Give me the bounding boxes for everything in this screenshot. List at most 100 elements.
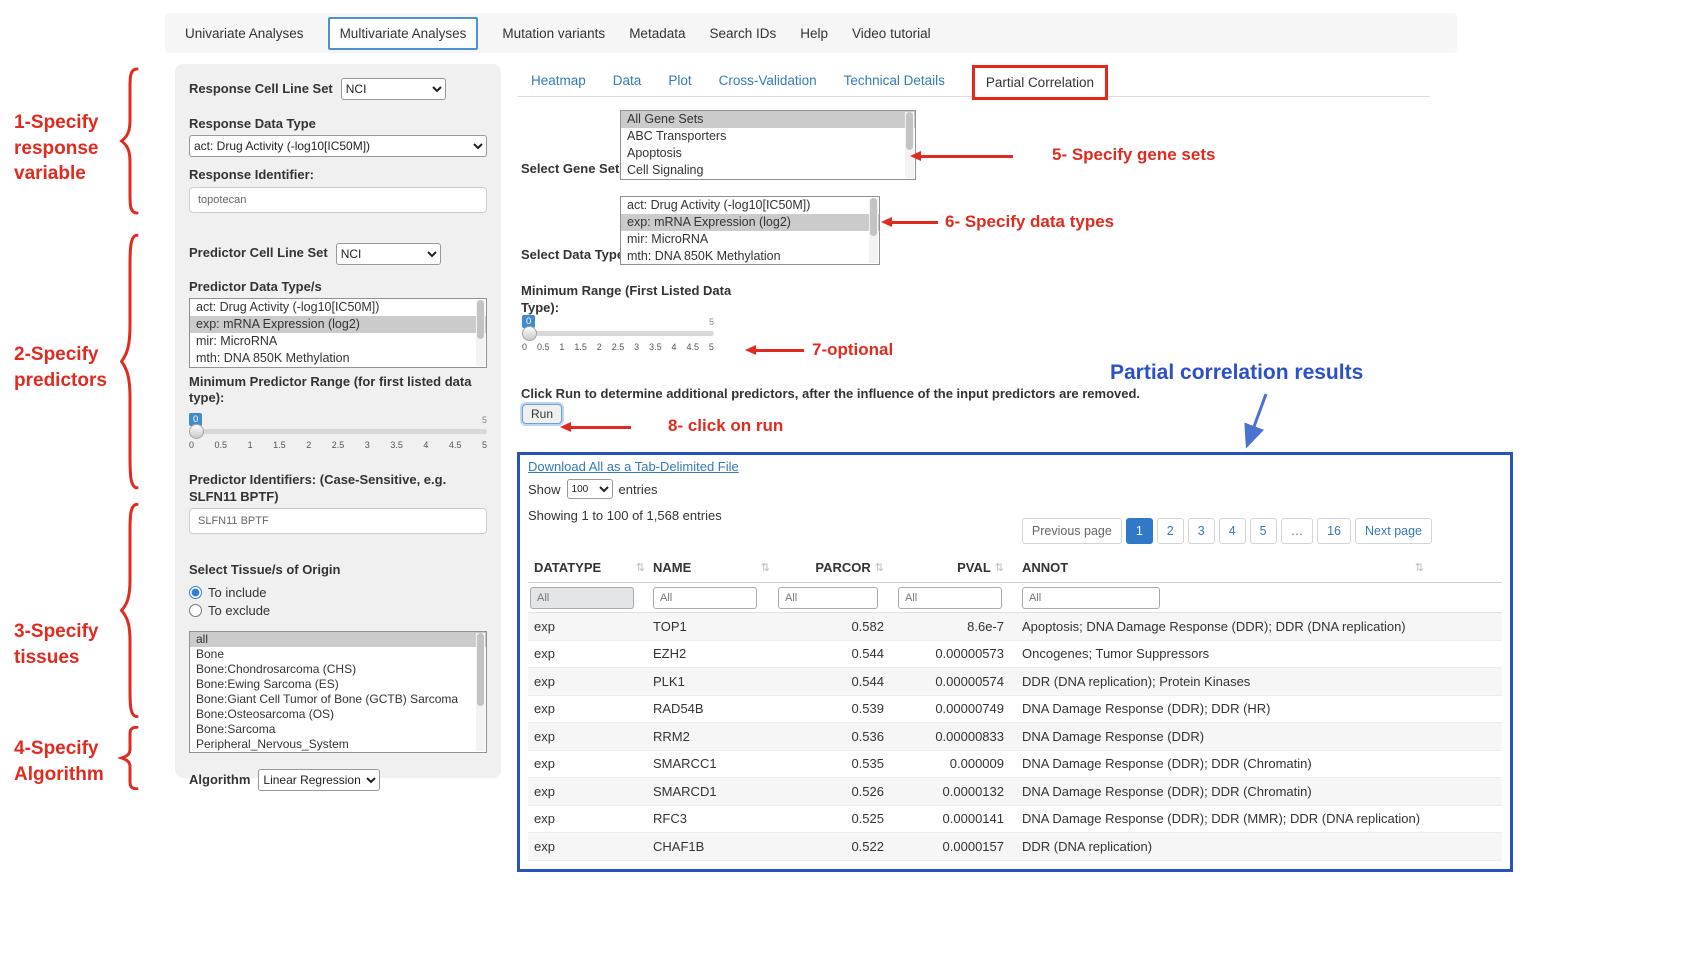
results-callout-arrow	[1244, 393, 1268, 449]
list-option[interactable]: Cell Signaling	[627, 163, 704, 177]
table-row[interactable]: exp CHAF1B 0.522 0.0000157 DDR (DNA repl…	[528, 833, 1502, 861]
scrollbar[interactable]	[476, 299, 485, 366]
next-page-button[interactable]: Next page	[1355, 518, 1432, 544]
table-row[interactable]: exp RAD54B 0.539 0.00000749 DNA Damage R…	[528, 696, 1502, 723]
scrollbar[interactable]	[869, 198, 878, 263]
min-range-slider[interactable]: 0 5 0 0.5 1 1.5 2 2.5 3 3.5 4 4.5 5	[522, 315, 714, 360]
table-row[interactable]: exp RFC3 0.525 0.0000141 DNA Damage Resp…	[528, 806, 1502, 833]
download-tab-delimited-link[interactable]: Download All as a Tab-Delimited File	[528, 459, 739, 474]
tissue-exclude-label: To exclude	[208, 602, 271, 618]
tissue-listbox[interactable]: all Bone Bone:Chondrosarcoma (CHS) Bone:…	[189, 631, 487, 753]
list-option[interactable]: act: Drug Activity (-log10[IC50M])	[627, 198, 811, 212]
nav-help[interactable]: Help	[800, 25, 829, 41]
list-option[interactable]: mth: DNA 850K Methylation	[196, 350, 350, 365]
list-option[interactable]: Bone:Giant Cell Tumor of Bone (GCTB) Sar…	[196, 692, 459, 706]
sort-icon[interactable]: ⇅	[760, 562, 770, 574]
page-button-4[interactable]: 4	[1218, 518, 1246, 544]
list-option[interactable]: Bone:Sarcoma	[196, 722, 276, 736]
table-row[interactable]: exp SMARCC1 0.535 0.000009 DNA Damage Re…	[528, 751, 1502, 778]
slider-handle[interactable]	[189, 424, 204, 440]
response-data-type-select[interactable]: act: Drug Activity (-log10[IC50M])	[189, 135, 487, 158]
run-button[interactable]: Run	[522, 404, 563, 424]
data-types-listbox[interactable]: act: Drug Activity (-log10[IC50M]) exp: …	[620, 196, 880, 265]
gene-sets-listbox[interactable]: All Gene Sets ABC Transporters Apoptosis…	[620, 110, 916, 180]
predictor-data-types-listbox[interactable]: act: Drug Activity (-log10[IC50M]) exp: …	[189, 297, 487, 368]
list-option-selected[interactable]: exp: mRNA Expression (log2)	[190, 315, 486, 333]
filter-datatype-input[interactable]	[530, 586, 634, 609]
tab-plot[interactable]: Plot	[668, 72, 692, 88]
nav-multivariate-analyses[interactable]: Multivariate Analyses	[327, 16, 479, 50]
algorithm-select[interactable]: Linear Regression	[258, 769, 381, 791]
scrollbar[interactable]	[905, 112, 914, 178]
slider-track[interactable]	[522, 331, 714, 336]
tissue-include-radio[interactable]	[189, 585, 202, 599]
list-option[interactable]: mth: DNA 850K Methylation	[627, 249, 781, 263]
col-header-pval[interactable]: PVAL ⇅	[890, 560, 1010, 575]
nav-mutation-variants[interactable]: Mutation variants	[502, 25, 606, 41]
sort-icon[interactable]: ⇅	[1414, 562, 1424, 574]
list-option-selected[interactable]: all	[190, 632, 486, 647]
tab-cross-validation[interactable]: Cross-Validation	[718, 72, 817, 88]
filter-pval-input[interactable]	[898, 586, 1002, 609]
list-option[interactable]: act: Drug Activity (-log10[IC50M])	[196, 299, 380, 314]
sort-icon[interactable]: ⇅	[635, 562, 645, 574]
tick-label: 2.5	[331, 440, 345, 451]
filter-name-input[interactable]	[653, 586, 757, 609]
list-option[interactable]: mir: MicroRNA	[627, 232, 709, 246]
list-option[interactable]: Bone:Chondrosarcoma (CHS)	[196, 662, 357, 676]
filter-annot-input[interactable]	[1022, 586, 1160, 609]
page-button-5[interactable]: 5	[1249, 518, 1277, 544]
predictor-cell-line-set-select[interactable]: NCI	[335, 242, 441, 265]
response-cell-line-set-select[interactable]: NCI	[340, 78, 446, 100]
list-option[interactable]: ABC Transporters	[627, 129, 727, 143]
filter-parcor-input[interactable]	[778, 586, 878, 609]
col-header-parcor[interactable]: PARCOR ⇅	[778, 560, 890, 575]
list-option[interactable]: mir: MicroRNA	[196, 333, 278, 348]
predictor-identifiers-input[interactable]	[189, 507, 487, 534]
tissue-exclude-radio[interactable]	[189, 603, 202, 617]
table-row[interactable]: exp TOP1 0.582 8.6e-7 Apoptosis; DNA Dam…	[528, 613, 1502, 641]
list-option[interactable]: Peripheral_Nervous_System	[196, 737, 349, 751]
show-entries-select[interactable]: 100	[566, 479, 613, 499]
previous-page-button[interactable]: Previous page	[1021, 518, 1122, 544]
tab-data[interactable]: Data	[612, 72, 642, 88]
list-option-selected[interactable]: exp: mRNA Expression (log2)	[621, 214, 879, 231]
col-header-annot[interactable]: ANNOT ⇅	[1010, 560, 1502, 575]
tab-partial-correlation[interactable]: Partial Correlation	[971, 64, 1108, 100]
gene-sets-label: Select Gene Sets	[521, 161, 627, 176]
list-option[interactable]: Bone	[196, 647, 225, 661]
tab-heatmap[interactable]: Heatmap	[531, 72, 586, 88]
list-option[interactable]: Apoptosis	[627, 146, 682, 160]
cell-pval: 0.0000132	[942, 783, 1004, 799]
sort-icon[interactable]: ⇅	[874, 562, 884, 574]
page-button-3[interactable]: 3	[1187, 518, 1215, 544]
nav-univariate-analyses[interactable]: Univariate Analyses	[185, 25, 304, 41]
list-option[interactable]: Bone:Ewing Sarcoma (ES)	[196, 677, 339, 691]
table-row[interactable]: exp PLK1 0.544 0.00000574 DDR (DNA repli…	[528, 668, 1502, 696]
col-header-name[interactable]: NAME ⇅	[653, 560, 778, 575]
response-identifier-input[interactable]	[189, 186, 487, 213]
table-row[interactable]: exp SMARCD1 0.526 0.0000132 DNA Damage R…	[528, 778, 1502, 806]
col-header-datatype[interactable]: DATATYPE ⇅	[528, 560, 653, 575]
list-option[interactable]: Bone:Osteosarcoma (OS)	[196, 707, 335, 721]
cell-annot: DNA Damage Response (DDR); DDR (HR)	[1022, 701, 1271, 717]
cell-name: RFC3	[653, 811, 687, 827]
sort-icon[interactable]: ⇅	[994, 562, 1004, 574]
table-row[interactable]: exp RRM2 0.536 0.00000833 DNA Damage Res…	[528, 723, 1502, 751]
slider-track[interactable]	[189, 429, 487, 435]
page-button-2[interactable]: 2	[1156, 518, 1184, 544]
page-button-16[interactable]: 16	[1317, 518, 1352, 544]
nav-metadata[interactable]: Metadata	[629, 25, 686, 41]
scrollbar[interactable]	[476, 633, 485, 751]
callout-step8: 8- click on run	[668, 416, 784, 435]
min-predictor-range-label: Minimum Predictor Range (for first liste…	[189, 373, 472, 405]
tab-technical-details[interactable]: Technical Details	[843, 72, 945, 88]
response-cell-line-set-label: Response Cell Line Set	[189, 80, 333, 96]
nav-search-ids[interactable]: Search IDs	[709, 25, 777, 41]
nav-video-tutorial[interactable]: Video tutorial	[852, 25, 931, 41]
table-row[interactable]: exp EZH2 0.544 0.00000573 Oncogenes; Tum…	[528, 641, 1502, 668]
page-button-1[interactable]: 1	[1125, 518, 1153, 544]
min-predictor-range-slider[interactable]: 0 5 0 0.5 1 1.5 2 2.5 3 3.5 4 4.5 5	[189, 413, 487, 458]
slider-handle[interactable]	[522, 326, 537, 341]
list-option-selected[interactable]: All Gene Sets	[621, 111, 915, 128]
